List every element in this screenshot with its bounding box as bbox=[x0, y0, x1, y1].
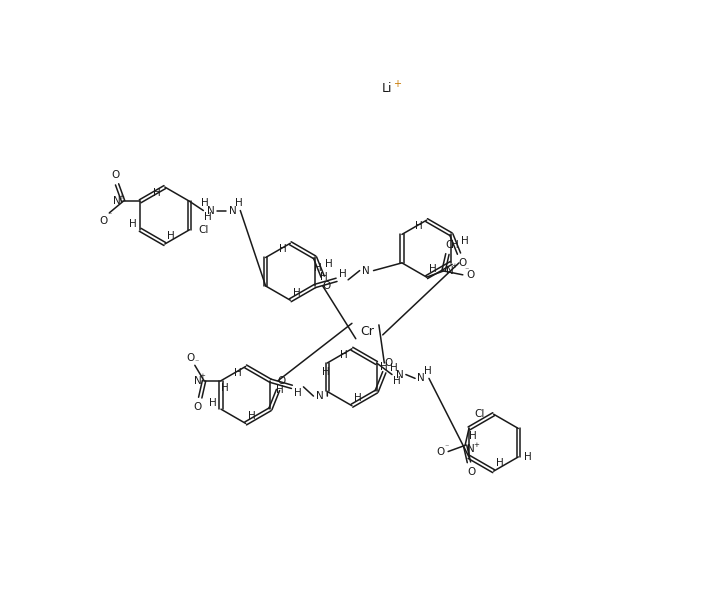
Text: N: N bbox=[316, 391, 324, 401]
Text: H: H bbox=[314, 263, 322, 273]
Text: ⁻: ⁻ bbox=[107, 211, 111, 220]
Text: H: H bbox=[340, 350, 348, 360]
Text: H: H bbox=[423, 365, 431, 376]
Text: N: N bbox=[362, 266, 370, 276]
Text: N: N bbox=[418, 373, 425, 384]
Text: H: H bbox=[129, 219, 137, 228]
Text: H: H bbox=[279, 244, 286, 255]
Text: H: H bbox=[293, 287, 301, 298]
Text: H: H bbox=[322, 367, 329, 377]
Text: H: H bbox=[275, 385, 283, 395]
Text: H: H bbox=[429, 264, 436, 275]
Text: H: H bbox=[201, 198, 209, 208]
Text: H: H bbox=[204, 212, 212, 222]
Text: N: N bbox=[113, 196, 121, 206]
Text: O: O bbox=[384, 358, 393, 368]
Text: H: H bbox=[167, 231, 175, 241]
Text: O: O bbox=[99, 216, 107, 227]
Text: H: H bbox=[523, 452, 531, 462]
Text: H: H bbox=[248, 410, 256, 421]
Text: H: H bbox=[393, 376, 400, 385]
Text: H: H bbox=[235, 198, 242, 208]
Text: H: H bbox=[462, 236, 469, 245]
Text: N: N bbox=[229, 205, 237, 216]
Text: +: + bbox=[119, 194, 124, 200]
Text: N: N bbox=[207, 205, 215, 216]
Text: H: H bbox=[390, 364, 398, 373]
Text: +: + bbox=[473, 442, 479, 448]
Text: O: O bbox=[446, 240, 454, 250]
Text: N: N bbox=[194, 376, 202, 385]
Text: O: O bbox=[458, 258, 466, 268]
Text: H: H bbox=[339, 269, 347, 279]
Text: H: H bbox=[380, 362, 388, 372]
Text: +: + bbox=[200, 373, 206, 379]
Text: N: N bbox=[446, 266, 454, 276]
Text: +: + bbox=[452, 263, 457, 269]
Text: O: O bbox=[436, 446, 444, 457]
Text: Li: Li bbox=[381, 82, 392, 95]
Text: H: H bbox=[209, 398, 217, 408]
Text: H: H bbox=[496, 459, 503, 468]
Text: H: H bbox=[221, 384, 229, 393]
Text: O: O bbox=[278, 376, 286, 385]
Text: ⁻: ⁻ bbox=[464, 265, 469, 274]
Text: N: N bbox=[467, 444, 475, 454]
Text: O: O bbox=[194, 402, 202, 412]
Text: +: + bbox=[393, 79, 400, 89]
Text: O: O bbox=[111, 170, 119, 180]
Text: H: H bbox=[451, 240, 458, 250]
Text: O: O bbox=[322, 281, 331, 291]
Text: H: H bbox=[234, 368, 242, 378]
Text: ⁻: ⁻ bbox=[194, 357, 198, 367]
Text: H: H bbox=[469, 431, 477, 441]
Text: N: N bbox=[396, 370, 403, 379]
Text: H: H bbox=[321, 272, 328, 282]
Text: H: H bbox=[415, 221, 423, 231]
Text: O: O bbox=[186, 353, 194, 362]
Text: H: H bbox=[153, 188, 161, 198]
Text: Cr: Cr bbox=[360, 325, 375, 337]
Text: Cl: Cl bbox=[475, 409, 485, 419]
Text: ⁻: ⁻ bbox=[444, 442, 449, 451]
Text: H: H bbox=[294, 388, 302, 398]
Text: Cl: Cl bbox=[198, 225, 209, 235]
Text: O: O bbox=[467, 270, 475, 280]
Text: H: H bbox=[354, 393, 362, 403]
Text: O: O bbox=[467, 466, 475, 477]
Text: H: H bbox=[325, 259, 333, 269]
